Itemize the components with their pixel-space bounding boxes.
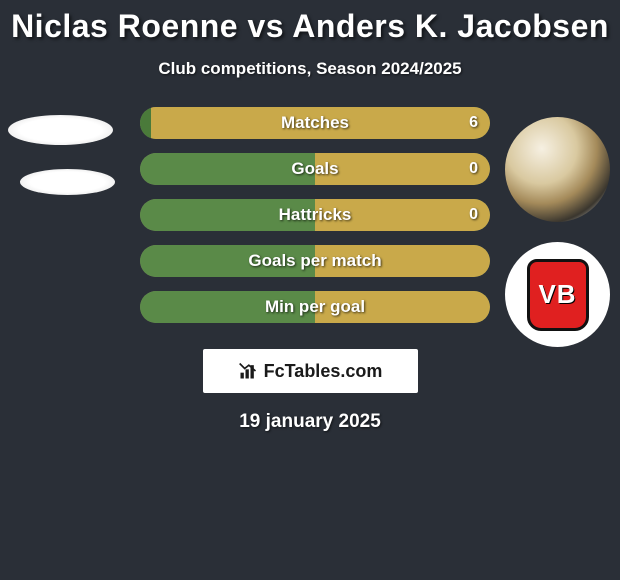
player-left-avatar-placeholder	[8, 115, 113, 145]
stat-bar-row: Goals 0	[140, 153, 490, 185]
stat-bar-left-fill	[140, 153, 315, 185]
stat-bar-label: Min per goal	[265, 297, 365, 317]
club-badge-text: VB	[538, 279, 576, 310]
stat-bar-right-value: 0	[469, 153, 478, 185]
stats-comparison: VB Matches 6 Goals 0 Hattricks 0 Goals per mat…	[0, 107, 620, 337]
stat-bar-label: Goals per match	[248, 251, 381, 271]
stat-bar-row: Matches 6	[140, 107, 490, 139]
stat-bar-label: Goals	[291, 159, 338, 179]
player-right-avatar	[505, 117, 610, 222]
stat-bar-label: Hattricks	[279, 205, 352, 225]
branding-box[interactable]: FcTables.com	[203, 349, 418, 393]
stat-bar-left-fill	[140, 107, 151, 139]
player-left-club-placeholder	[20, 169, 115, 195]
page-title: Niclas Roenne vs Anders K. Jacobsen	[0, 0, 620, 45]
stat-bar-row: Goals per match	[140, 245, 490, 277]
player-right-club-badge: VB	[505, 242, 610, 347]
club-badge-vb: VB	[527, 259, 589, 331]
date-label: 19 january 2025	[0, 411, 620, 433]
stat-bar-row: Hattricks 0	[140, 199, 490, 231]
branding-text: FcTables.com	[264, 361, 383, 382]
stat-bar-right-fill	[315, 153, 490, 185]
stat-bar-row: Min per goal	[140, 291, 490, 323]
stat-bars: Matches 6 Goals 0 Hattricks 0 Goals per match M…	[140, 107, 490, 337]
subtitle: Club competitions, Season 2024/2025	[0, 59, 620, 79]
stat-bar-right-value: 6	[469, 107, 478, 139]
stat-bar-label: Matches	[281, 113, 349, 133]
bar-chart-icon	[238, 361, 258, 381]
stat-bar-right-value: 0	[469, 199, 478, 231]
